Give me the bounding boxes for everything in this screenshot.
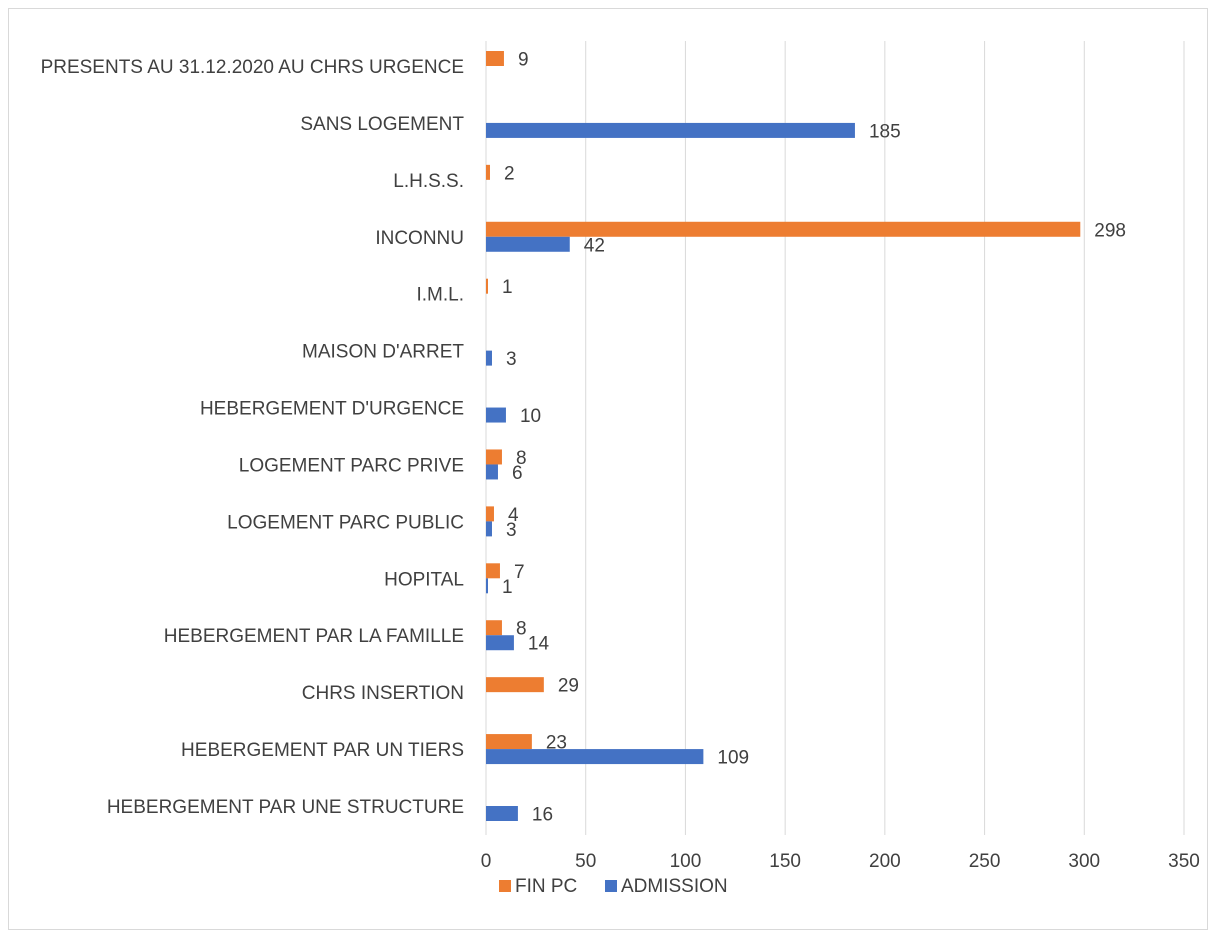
category-label-sans-logement: SANS LOGEMENT [300, 114, 464, 135]
data-label-fin-pc-hebergement-par-un-tiers: 23 [546, 733, 567, 754]
bars [486, 51, 1081, 821]
bar-admission-hebergement-par-la-famille [486, 635, 514, 651]
legend: FIN PC ADMISSION [499, 876, 728, 897]
bar-admission-hebergement-par-un-tiers [486, 749, 704, 765]
bar-fin-pc-logement-parc-prive [486, 449, 502, 465]
x-tick-label-250: 250 [969, 851, 1001, 872]
bar-admission-logement-parc-prive [486, 464, 498, 480]
bar-admission-sans-logement [486, 122, 855, 138]
data-label-fin-pc-i-m-l: 1 [502, 277, 513, 298]
bar-fin-pc-hebergement-par-un-tiers [486, 734, 532, 750]
category-label-hebergement-par-un-tiers: HEBERGEMENT PAR UN TIERS [181, 740, 464, 761]
bar-fin-pc-hebergement-par-la-famille [486, 620, 502, 636]
x-tick-label-50: 50 [575, 851, 596, 872]
category-label-hebergement-par-une-structure: HEBERGEMENT PAR UNE STRUCTURE [107, 797, 464, 818]
data-label-admission-hebergement-d-urgence: 10 [520, 406, 541, 427]
legend-swatch-fin-pc [499, 880, 511, 892]
category-label-hopital: HOPITAL [384, 569, 464, 590]
data-label-fin-pc-logement-parc-prive: 8 [516, 448, 527, 469]
category-label-chrs-insertion: CHRS INSERTION [302, 683, 464, 704]
category-label-l-h-s-s: L.H.S.S. [393, 171, 464, 192]
x-tick-label-100: 100 [670, 851, 702, 872]
bar-admission-logement-parc-public [486, 521, 492, 537]
data-label-admission-hebergement-par-une-structure: 16 [532, 805, 553, 826]
category-label-presents-au-31-12-2020-au-chrs-urgence: PRESENTS AU 31.12.2020 AU CHRS URGENCE [41, 57, 464, 78]
data-label-admission-logement-parc-prive: 6 [512, 463, 523, 484]
data-label-fin-pc-chrs-insertion: 29 [558, 676, 579, 697]
data-label-admission-hopital: 1 [502, 577, 513, 598]
data-label-admission-maison-d-arret: 3 [506, 349, 517, 370]
bar-admission-hebergement-d-urgence [486, 407, 506, 423]
bar-fin-pc-chrs-insertion [486, 677, 544, 693]
gridlines [485, 41, 1185, 835]
category-label-inconnu: INCONNU [375, 228, 464, 249]
data-label-admission-sans-logement: 185 [869, 121, 901, 142]
bar-fin-pc-logement-parc-public [486, 506, 494, 522]
data-label-admission-logement-parc-public: 3 [506, 520, 517, 541]
x-tick-label-0: 0 [481, 851, 492, 872]
data-label-fin-pc-logement-parc-public: 4 [508, 505, 519, 526]
category-label-maison-d-arret: MAISON D'ARRET [302, 342, 464, 363]
category-labels: HEBERGEMENT PAR UNE STRUCTURE HEBERGEMENT… [41, 57, 465, 818]
bar-fin-pc-inconnu [486, 221, 1081, 237]
data-label-fin-pc-inconnu: 298 [1094, 220, 1126, 241]
bar-fin-pc-hopital [486, 563, 500, 579]
chart-frame: 16 23 109 29 8 14 7 1 4 3 8 6 10 3 1 298 42 2 185 9 HEBERGE… [8, 8, 1208, 930]
legend-swatch-admission [605, 880, 617, 892]
bar-admission-maison-d-arret [486, 350, 492, 366]
bar-fin-pc-l-h-s-s [486, 164, 490, 180]
category-label-logement-parc-public: LOGEMENT PARC PUBLIC [227, 512, 464, 533]
data-label-fin-pc-hebergement-par-la-famille: 8 [516, 619, 527, 640]
x-axis-tick-labels: 0 50 100 150 200 250 300 350 [481, 851, 1200, 872]
bar-admission-hebergement-par-une-structure [486, 806, 518, 821]
x-tick-label-300: 300 [1068, 851, 1100, 872]
category-label-hebergement-d-urgence: HEBERGEMENT D'URGENCE [200, 399, 464, 420]
data-label-admission-inconnu: 42 [584, 235, 605, 256]
data-label-admission-hebergement-par-la-famille: 14 [528, 634, 550, 655]
category-label-hebergement-par-la-famille: HEBERGEMENT PAR LA FAMILLE [164, 626, 464, 647]
bar-fin-pc-i-m-l [486, 278, 488, 294]
bar-admission-inconnu [486, 236, 570, 252]
bar-admission-hopital [486, 578, 488, 594]
legend-label-fin-pc: FIN PC [515, 876, 577, 897]
data-label-fin-pc-presents-au-31-12-2020-au-chrs-urgence: 9 [518, 50, 529, 71]
x-tick-label-350: 350 [1168, 851, 1200, 872]
category-label-i-m-l: I.M.L. [416, 285, 464, 306]
x-tick-label-200: 200 [869, 851, 901, 872]
x-tick-label-150: 150 [769, 851, 801, 872]
category-label-logement-parc-prive: LOGEMENT PARC PRIVE [239, 455, 464, 476]
data-label-fin-pc-l-h-s-s: 2 [504, 163, 515, 184]
bar-fin-pc-presents-au-31-12-2020-au-chrs-urgence [486, 51, 504, 66]
data-label-fin-pc-hopital: 7 [514, 562, 525, 583]
data-label-admission-hebergement-par-un-tiers: 109 [717, 748, 749, 769]
legend-label-admission: ADMISSION [621, 876, 728, 897]
